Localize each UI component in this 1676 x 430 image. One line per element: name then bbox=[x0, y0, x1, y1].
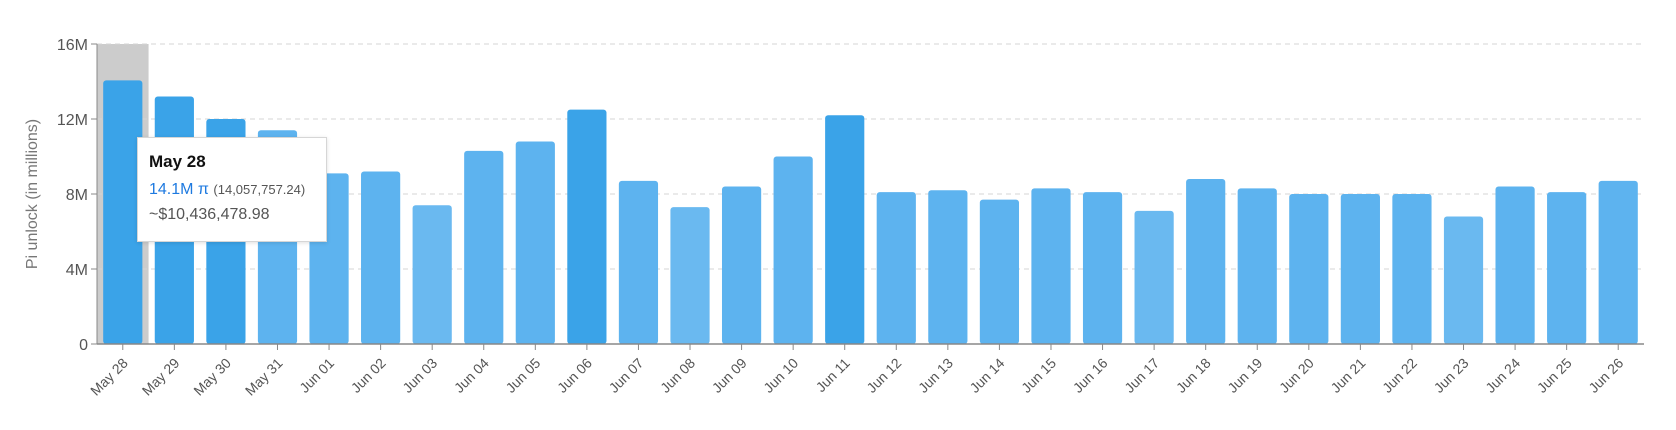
x-tick-label: Jun 11 bbox=[813, 355, 853, 395]
y-tick-label: 0 bbox=[79, 337, 88, 354]
y-tick-label: 4M bbox=[66, 262, 88, 279]
tooltip-date: May 28 bbox=[149, 152, 206, 171]
x-tick-label: May 28 bbox=[87, 355, 131, 399]
bar[interactable] bbox=[412, 205, 452, 344]
bar[interactable] bbox=[1547, 192, 1587, 344]
bar[interactable] bbox=[103, 80, 143, 344]
bar[interactable] bbox=[618, 180, 659, 344]
x-tick-label: Jun 24 bbox=[1482, 355, 1523, 396]
x-tick-label: Jun 05 bbox=[502, 355, 543, 396]
bar[interactable] bbox=[1134, 210, 1174, 344]
x-axis-ticks: May 28 May 29 May 30 May 31 Jun 01 Jun 02 Jun … bbox=[87, 344, 1626, 399]
tooltip-value-short: 14.1M π bbox=[149, 181, 209, 198]
x-tick-label: Jun 15 bbox=[1018, 355, 1059, 396]
bar[interactable] bbox=[721, 186, 762, 345]
bar[interactable] bbox=[567, 109, 607, 344]
bar[interactable] bbox=[928, 190, 968, 344]
bar[interactable] bbox=[1598, 180, 1638, 344]
bar[interactable] bbox=[1237, 188, 1277, 344]
y-tick-label: 8M bbox=[66, 187, 88, 204]
x-tick-label: Jun 02 bbox=[348, 355, 389, 396]
tooltip-value-row: 14.1M π (14,057,757.24) bbox=[149, 181, 315, 199]
gridlines bbox=[97, 43, 1644, 270]
bar[interactable] bbox=[1031, 188, 1071, 344]
bar[interactable] bbox=[1082, 192, 1123, 344]
x-tick-label: Jun 25 bbox=[1534, 355, 1575, 396]
y-axis-ticks: 0 4M 8M 12M 16M bbox=[57, 37, 97, 354]
x-tick-label: Jun 08 bbox=[657, 355, 698, 396]
x-tick-label: Jun 23 bbox=[1431, 355, 1472, 396]
bar[interactable] bbox=[464, 150, 504, 344]
x-tick-label: Jun 18 bbox=[1173, 355, 1214, 396]
x-tick-label: Jun 22 bbox=[1379, 355, 1420, 396]
bar[interactable] bbox=[1186, 179, 1226, 344]
x-tick-label: Jun 13 bbox=[915, 355, 956, 396]
bar[interactable] bbox=[876, 192, 916, 344]
bar[interactable] bbox=[825, 115, 865, 344]
x-tick-label: Jun 03 bbox=[399, 355, 440, 396]
x-tick-label: Jun 07 bbox=[606, 355, 647, 396]
bar[interactable] bbox=[361, 171, 401, 345]
x-tick-label: Jun 21 bbox=[1327, 355, 1368, 396]
x-tick-label: Jun 19 bbox=[1224, 355, 1265, 396]
x-tick-label: May 29 bbox=[139, 355, 183, 399]
y-tick-label: 16M bbox=[57, 37, 88, 54]
bar[interactable] bbox=[1443, 216, 1484, 345]
x-tick-label: Jun 10 bbox=[760, 355, 801, 396]
x-tick-label: Jun 20 bbox=[1276, 355, 1317, 396]
x-tick-label: Jun 12 bbox=[863, 355, 904, 396]
bar[interactable] bbox=[773, 156, 813, 345]
bars[interactable] bbox=[103, 80, 1638, 344]
x-tick-label: Jun 17 bbox=[1121, 355, 1162, 396]
x-tick-label: Jun 01 bbox=[296, 355, 337, 396]
x-tick-label: Jun 06 bbox=[554, 355, 595, 396]
tooltip-value-exact: (14,057,757.24) bbox=[213, 182, 306, 197]
x-tick-label: Jun 09 bbox=[709, 355, 750, 396]
bar[interactable] bbox=[515, 141, 555, 345]
x-tick-label: Jun 04 bbox=[451, 355, 492, 396]
bar[interactable] bbox=[1340, 194, 1380, 344]
tooltip-usd: ~$10,436,478.98 bbox=[149, 206, 270, 223]
x-tick-label: May 31 bbox=[242, 355, 286, 399]
y-tick-label: 12M bbox=[57, 112, 88, 129]
tooltip: May 28 14.1M π (14,057,757.24) ~$10,436,… bbox=[137, 137, 327, 242]
bar[interactable] bbox=[1289, 194, 1329, 344]
x-tick-label: May 30 bbox=[190, 355, 234, 399]
x-tick-label: Jun 26 bbox=[1585, 355, 1626, 396]
y-axis-label: Pi unlock (in millions) bbox=[24, 119, 41, 269]
x-tick-label: Jun 16 bbox=[1070, 355, 1111, 396]
bar[interactable] bbox=[1392, 194, 1432, 344]
bar[interactable] bbox=[1495, 186, 1535, 345]
x-tick-label: Jun 14 bbox=[966, 355, 1007, 396]
bar[interactable] bbox=[670, 207, 710, 344]
bar[interactable] bbox=[979, 199, 1020, 344]
